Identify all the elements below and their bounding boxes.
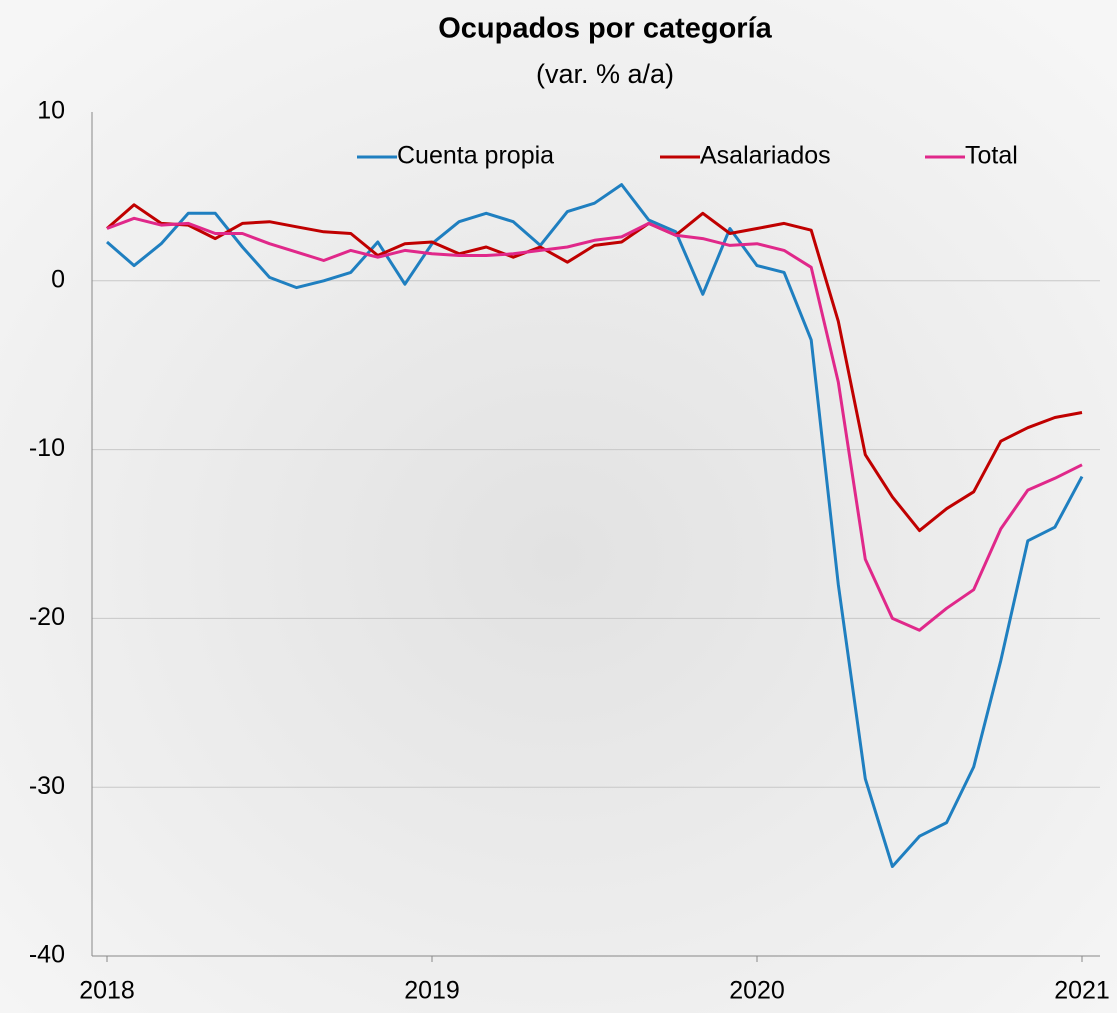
chart-subtitle: (var. % a/a) (536, 59, 674, 89)
chart-title: Ocupados por categoría (438, 13, 772, 45)
legend-label: Cuenta propia (397, 142, 554, 170)
y-tick-label: -10 (29, 434, 65, 462)
x-tick-label: 2018 (79, 977, 135, 1005)
y-tick-label: -40 (29, 941, 65, 969)
y-tick-label: -20 (29, 603, 65, 631)
page: Ocupados por categoría (var. % a/a) -40 -… (0, 0, 1117, 1013)
legend-label: Asalariados (700, 142, 831, 170)
y-tick-label: -30 (29, 772, 65, 800)
x-tick-label: 2021 (1054, 977, 1110, 1005)
chart: Ocupados por categoría (var. % a/a) -40 -… (0, 0, 1117, 1013)
y-tick-label: 10 (37, 97, 65, 125)
x-tick-label: 2020 (729, 977, 785, 1005)
x-tick-label: 2019 (404, 977, 460, 1005)
legend-label: Total (965, 142, 1018, 170)
y-tick-label: 0 (51, 265, 65, 293)
